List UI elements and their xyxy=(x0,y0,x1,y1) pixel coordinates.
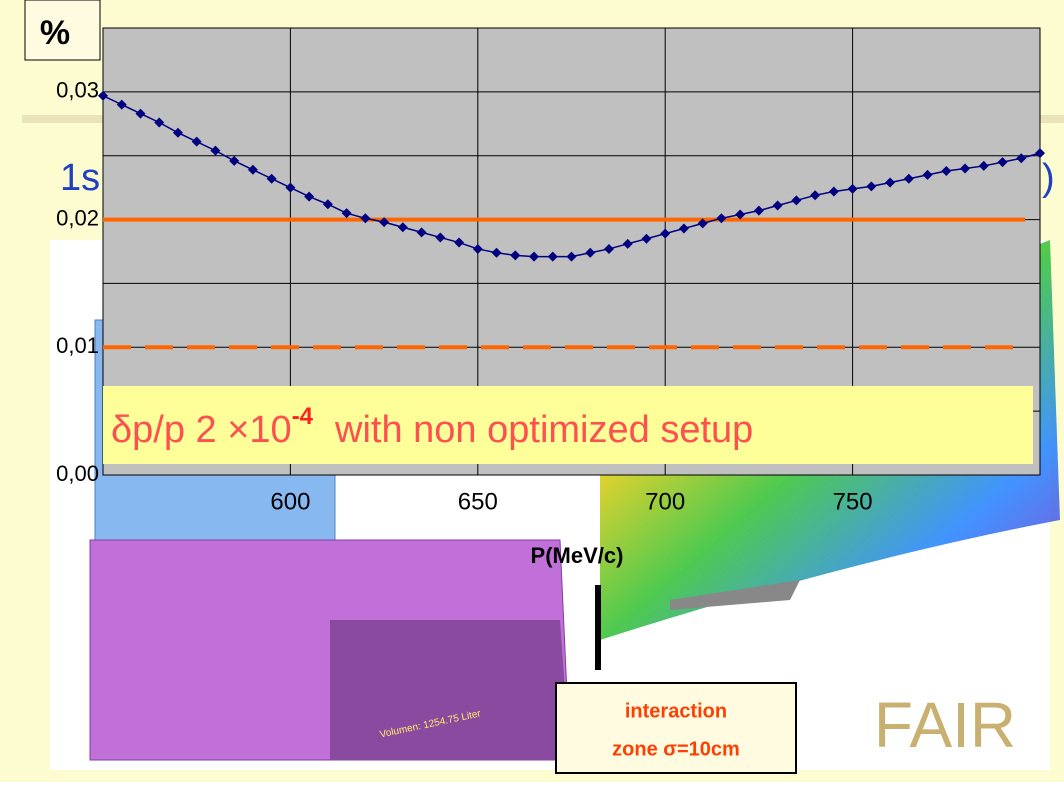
x-tick-label: 600 xyxy=(270,488,310,515)
title-fragment: ) xyxy=(1042,157,1055,199)
x-axis-label: P(MeV/c) xyxy=(531,543,624,568)
slide: 1s ) Volumen: 1254.75 Liter interaction … xyxy=(0,0,1064,782)
target xyxy=(595,585,601,670)
title-fragment: 1s xyxy=(60,157,100,199)
logo: FAIR xyxy=(874,689,1016,761)
annotation-sup: -4 xyxy=(292,403,314,430)
annotation: δp/p 2 ×10-4 with non optimized setup xyxy=(111,403,753,451)
magnet-face xyxy=(330,620,570,760)
y-axis-label: % xyxy=(40,14,70,52)
x-tick-label: 700 xyxy=(645,488,685,515)
callout-text: interaction xyxy=(625,700,727,722)
y-tick-label: 0,03 xyxy=(56,78,99,103)
y-tick-label: 0,01 xyxy=(56,333,99,358)
annotation-main: δp/p 2 ×10 xyxy=(111,409,292,451)
left-strip xyxy=(0,0,22,520)
y-tick-label: 0,00 xyxy=(56,461,99,486)
annotation-rest: with non optimized setup xyxy=(334,409,753,451)
callout-text: zone σ=10cm xyxy=(612,738,740,760)
y-tick-label: 0,02 xyxy=(56,205,99,230)
x-tick-label: 650 xyxy=(458,488,498,515)
x-tick-label: 750 xyxy=(833,488,873,515)
